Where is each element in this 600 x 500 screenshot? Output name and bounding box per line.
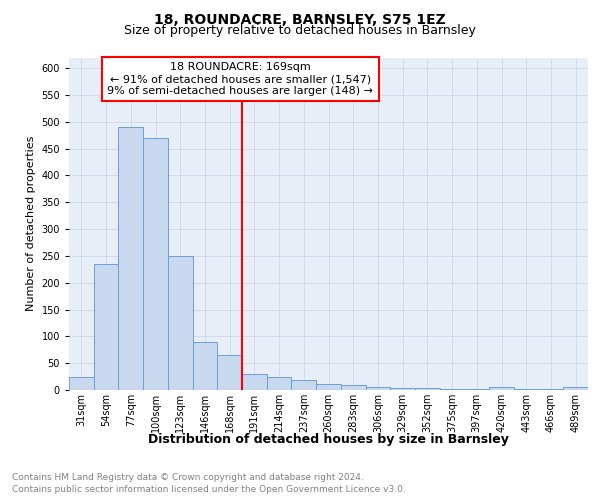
- Bar: [489, 388, 514, 390]
- Bar: [365, 388, 390, 390]
- Text: Contains public sector information licensed under the Open Government Licence v3: Contains public sector information licen…: [12, 485, 406, 494]
- Bar: [316, 384, 341, 390]
- Bar: [390, 388, 415, 390]
- Text: Contains HM Land Registry data © Crown copyright and database right 2024.: Contains HM Land Registry data © Crown c…: [12, 472, 364, 482]
- Y-axis label: Number of detached properties: Number of detached properties: [26, 136, 36, 312]
- Bar: [69, 376, 94, 390]
- Text: Distribution of detached houses by size in Barnsley: Distribution of detached houses by size …: [148, 432, 509, 446]
- Bar: [168, 256, 193, 390]
- Text: Size of property relative to detached houses in Barnsley: Size of property relative to detached ho…: [124, 24, 476, 37]
- Text: 18 ROUNDACRE: 169sqm
← 91% of detached houses are smaller (1,547)
9% of semi-det: 18 ROUNDACRE: 169sqm ← 91% of detached h…: [107, 62, 373, 96]
- Bar: [217, 355, 242, 390]
- Bar: [94, 264, 118, 390]
- Bar: [267, 376, 292, 390]
- Bar: [193, 342, 217, 390]
- Bar: [242, 374, 267, 390]
- Bar: [341, 384, 365, 390]
- Bar: [539, 389, 563, 390]
- Bar: [415, 388, 440, 390]
- Bar: [464, 389, 489, 390]
- Text: 18, ROUNDACRE, BARNSLEY, S75 1EZ: 18, ROUNDACRE, BARNSLEY, S75 1EZ: [154, 12, 446, 26]
- Bar: [440, 389, 464, 390]
- Bar: [514, 389, 539, 390]
- Bar: [563, 388, 588, 390]
- Bar: [143, 138, 168, 390]
- Bar: [118, 127, 143, 390]
- Bar: [292, 380, 316, 390]
